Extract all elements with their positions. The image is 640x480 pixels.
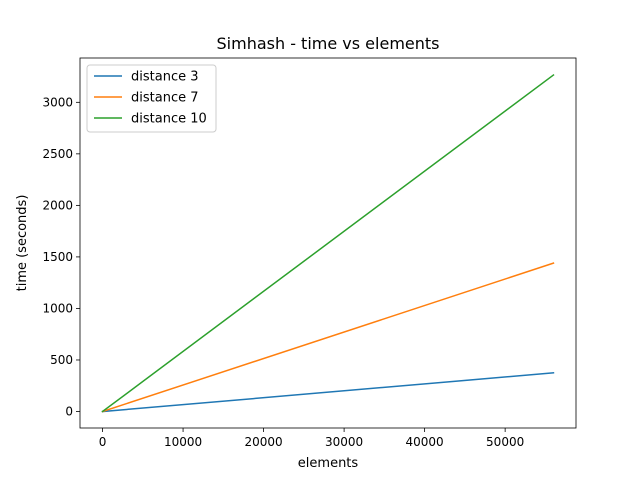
x-axis-ticks: 0 10000 20000 30000 40000 50000 <box>99 428 524 449</box>
legend-label-3: distance 10 <box>131 112 207 127</box>
y-tick-label: 1500 <box>42 250 73 264</box>
y-tick-label: 2000 <box>42 198 73 212</box>
series-line-1 <box>101 372 555 413</box>
x-tick-label: 50000 <box>486 435 524 449</box>
y-axis-label: time (seconds) <box>15 195 30 292</box>
x-tick-label: 30000 <box>325 435 363 449</box>
y-tick-label: 0 <box>65 405 73 419</box>
plot-frame <box>79 57 577 429</box>
series-line-3 <box>101 73 555 413</box>
x-axis-label: elements <box>298 456 359 471</box>
legend: distance 3 distance 7 distance 10 <box>86 64 217 133</box>
y-tick-label: 1000 <box>42 301 73 315</box>
x-tick-label: 0 <box>99 435 107 449</box>
chart-title: Simhash - time vs elements <box>217 34 440 53</box>
x-tick-label: 20000 <box>244 435 282 449</box>
series-layer <box>101 73 555 413</box>
y-tick-label: 3000 <box>42 95 73 109</box>
x-tick-label: 40000 <box>406 435 444 449</box>
legend-label-2: distance 7 <box>131 91 199 106</box>
y-tick-label: 2500 <box>42 147 73 161</box>
legend-box <box>86 64 217 133</box>
series-line-2 <box>101 262 555 413</box>
y-tick-label: 500 <box>50 353 73 367</box>
x-tick-label: 10000 <box>164 435 202 449</box>
y-axis-ticks: 0 500 1000 1500 2000 2500 3000 <box>42 95 80 419</box>
legend-label-1: distance 3 <box>131 70 199 85</box>
